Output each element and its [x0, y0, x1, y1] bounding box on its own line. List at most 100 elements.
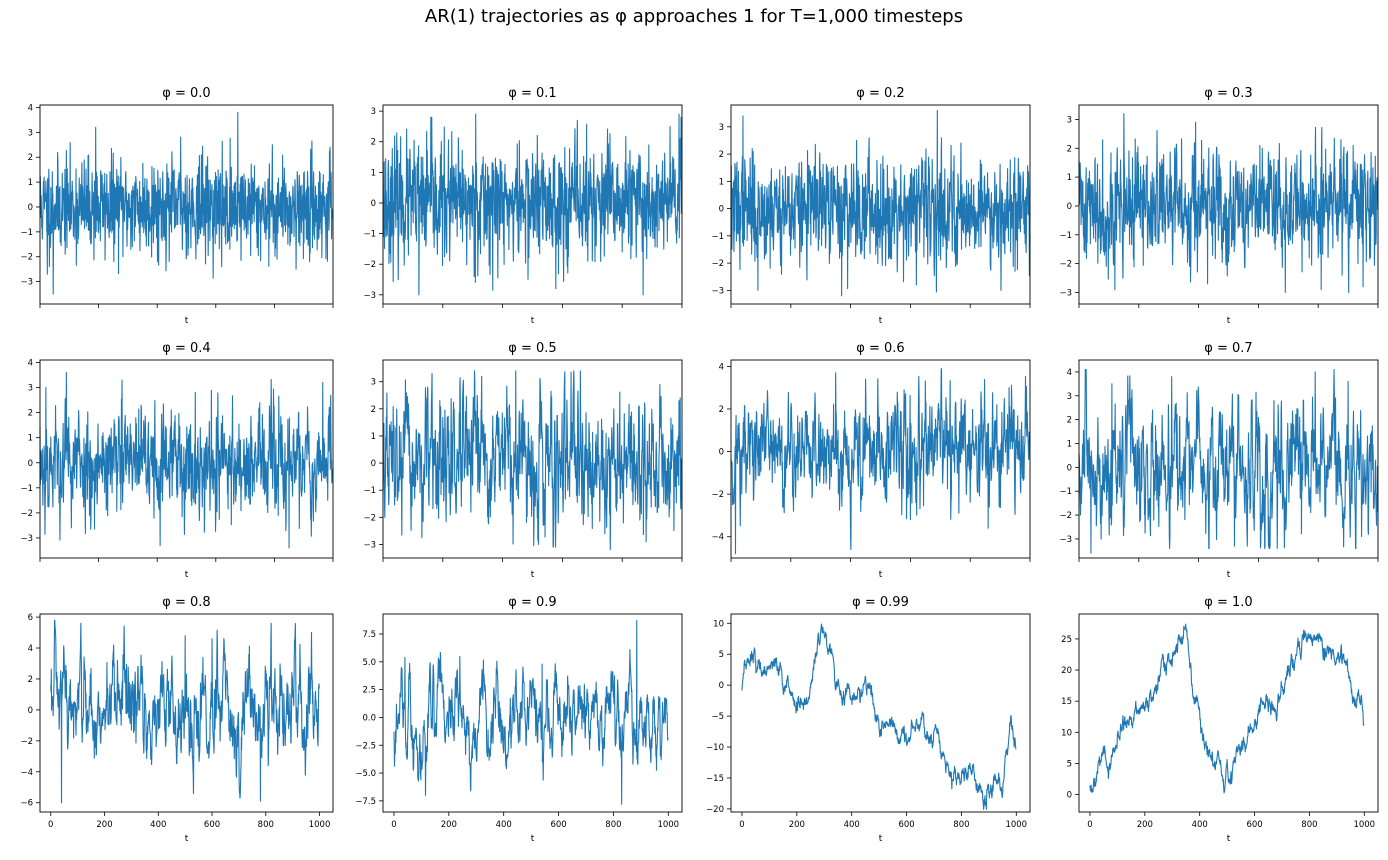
- x-tick-label: 400: [150, 820, 166, 830]
- y-tick-label: 2: [719, 150, 724, 160]
- subplot-title: φ = 0.0: [162, 86, 210, 101]
- subplot-3: φ = 0.2 −3 −2 −1 0 1 2 3 t: [711, 86, 1031, 326]
- y-tick-label: 2: [371, 138, 376, 148]
- y-tick-label: 2: [719, 405, 724, 415]
- x-tick-label: 0: [48, 820, 53, 830]
- y-tick-label: −4: [711, 533, 724, 543]
- subplot-title: φ = 0.3: [1204, 86, 1252, 101]
- axes-frame: [382, 359, 683, 559]
- subplot-title: φ = 0.4: [162, 341, 210, 356]
- y-tick-label: −2: [711, 259, 724, 269]
- series-line: [382, 113, 683, 296]
- y-tick-label: 10: [713, 619, 724, 629]
- subplot-9: φ = 0.8 −6 −4 −2 0 2 4 6 0 200 400 600 800 1000 t: [20, 595, 334, 844]
- axes-frame: [39, 359, 334, 559]
- x-tick-label: 400: [1192, 820, 1208, 830]
- subplot-title: φ = 0.8: [162, 595, 210, 610]
- y-tick-label: −1: [1059, 487, 1072, 497]
- y-tick-label: 0: [28, 459, 33, 469]
- x-tick-label: 1000: [1005, 820, 1027, 830]
- subplot-6: φ = 0.5 −3 −2 −1 0 1 2 3 t: [363, 341, 683, 580]
- y-tick-label: −7.5: [355, 797, 376, 807]
- y-tick-label: 0: [28, 706, 33, 716]
- subplot-title: φ = 1.0: [1204, 595, 1252, 610]
- y-tick-label: −2: [20, 509, 33, 519]
- subplot-4: φ = 0.3 −3 −2 −1 0 1 2 3 t: [1059, 86, 1379, 326]
- series-line: [382, 370, 683, 551]
- x-tick-label: 200: [441, 820, 457, 830]
- axes-frame: [39, 613, 334, 813]
- axes-frame: [382, 613, 683, 813]
- y-tick-label: 6: [28, 613, 33, 623]
- y-tick-label: −20: [706, 805, 724, 815]
- y-tick-label: 1: [28, 434, 33, 444]
- subplot-title: φ = 0.2: [856, 86, 904, 101]
- x-tick-label: 400: [844, 820, 860, 830]
- subplot-8: φ = 0.7 −3 −2 −1 0 1 2 3 4 t: [1059, 341, 1379, 580]
- y-tick-label: 20: [1061, 666, 1072, 676]
- x-tick-label: 600: [550, 820, 566, 830]
- y-tick-label: 3: [28, 128, 33, 138]
- x-axis-label: t: [1227, 316, 1231, 326]
- subplot-7: φ = 0.6 −4 −2 0 2 4 t: [711, 341, 1031, 580]
- x-tick-label: 600: [1246, 820, 1262, 830]
- subplot-title: φ = 0.7: [1204, 341, 1252, 356]
- y-tick-label: −2: [1059, 260, 1072, 270]
- x-tick-label: 1000: [657, 820, 679, 830]
- x-axis-label: t: [185, 570, 189, 580]
- x-tick-label: 1000: [1353, 820, 1375, 830]
- y-tick-label: 3: [28, 384, 33, 394]
- x-tick-label: 400: [496, 820, 512, 830]
- y-tick-label: 2: [1067, 144, 1072, 154]
- y-tick-label: 0: [371, 199, 376, 209]
- x-axis-label: t: [1227, 570, 1231, 580]
- y-tick-label: 3: [1067, 392, 1072, 402]
- y-tick-label: 2: [28, 409, 33, 419]
- y-tick-label: −2: [20, 253, 33, 263]
- y-tick-label: 2: [28, 675, 33, 685]
- x-axis-label: t: [1227, 834, 1231, 844]
- y-tick-label: 2: [371, 405, 376, 415]
- y-tick-label: −3: [363, 540, 376, 550]
- y-tick-label: 1: [371, 168, 376, 178]
- x-axis-label: t: [879, 834, 883, 844]
- x-axis-label: t: [879, 316, 883, 326]
- x-axis-label: t: [185, 316, 189, 326]
- series-line: [1078, 368, 1379, 554]
- x-tick-label: 800: [605, 820, 621, 830]
- y-tick-label: 10: [1061, 728, 1072, 738]
- y-tick-label: 5: [719, 650, 724, 660]
- y-tick-label: 1: [28, 178, 33, 188]
- x-tick-label: 800: [258, 820, 274, 830]
- axes-frame: [382, 104, 683, 305]
- series-line: [741, 623, 1017, 810]
- y-tick-label: −2.5: [355, 741, 376, 751]
- y-tick-label: 0: [371, 459, 376, 469]
- y-tick-label: −2: [363, 260, 376, 270]
- x-tick-label: 800: [1301, 820, 1317, 830]
- y-tick-label: −15: [706, 774, 724, 784]
- y-tick-label: 4: [28, 359, 33, 369]
- y-tick-label: −3: [363, 291, 376, 301]
- y-tick-label: 15: [1061, 697, 1072, 707]
- y-tick-label: 25: [1061, 635, 1072, 645]
- axes-frame: [730, 359, 1031, 559]
- y-tick-label: 1: [719, 177, 724, 187]
- subplot-title: φ = 0.6: [856, 341, 904, 356]
- x-tick-label: 200: [789, 820, 805, 830]
- x-tick-label: 600: [898, 820, 914, 830]
- y-tick-label: −3: [1059, 535, 1072, 545]
- subplot-2: φ = 0.1 −3 −2 −1 0 1 2 3 t: [363, 86, 683, 326]
- x-axis-label: t: [531, 316, 535, 326]
- y-tick-label: 4: [28, 644, 33, 654]
- y-tick-label: −1: [363, 486, 376, 496]
- series-line: [393, 620, 669, 805]
- y-tick-label: 2: [28, 153, 33, 163]
- y-tick-label: −5.0: [355, 769, 376, 779]
- subplot-1: φ = 0.0 −3 −2 −1 0 1 2 3 4 t: [20, 86, 334, 326]
- subplot-10: φ = 0.9 −7.5 −5.0 −2.5 0.0 2.5 5.0 7.5 0 200 400 60…: [355, 595, 683, 844]
- axes-frame: [39, 104, 334, 305]
- x-tick-label: 0: [739, 820, 744, 830]
- series-line: [39, 111, 334, 295]
- y-tick-label: −1: [363, 230, 376, 240]
